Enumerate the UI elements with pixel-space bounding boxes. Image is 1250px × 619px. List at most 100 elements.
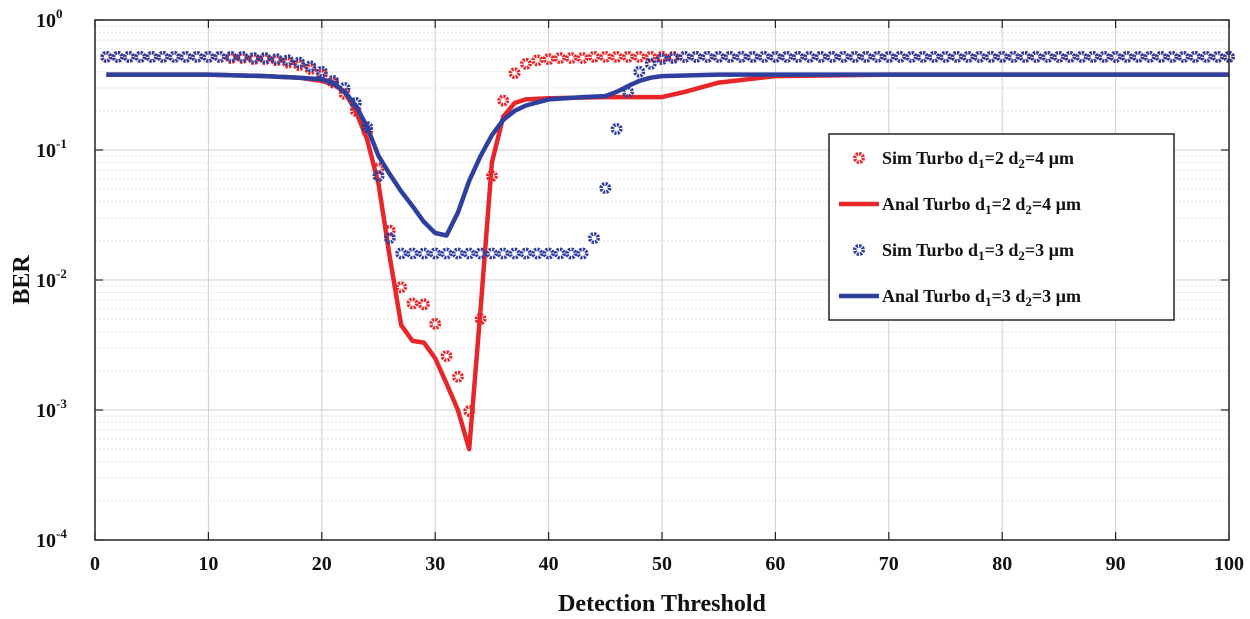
x-tick-label: 10 [198, 553, 218, 575]
data-point [853, 244, 865, 256]
data-point [599, 182, 612, 194]
axis-labels: 0 10 20 30 40 50 60 70 80 90 100 100 10-1 10-2 10-3 10-… [36, 6, 1244, 575]
x-tick-label: 80 [992, 553, 1012, 575]
data-point [259, 52, 272, 64]
data-point [372, 170, 385, 183]
data-point [361, 125, 374, 137]
data-point [281, 54, 294, 67]
data-point [1030, 50, 1043, 63]
data-point [588, 50, 600, 63]
data-point [1052, 50, 1065, 63]
data-point [1007, 50, 1020, 63]
data-point [225, 50, 238, 63]
y-tick-label: 100 [36, 6, 63, 32]
data-point [191, 50, 204, 63]
data-point [905, 50, 918, 63]
data-point [1223, 50, 1235, 63]
data-point [1177, 50, 1190, 63]
axis-ticks [94, 19, 1230, 541]
x-tick-label: 100 [1214, 553, 1244, 575]
data-point [429, 247, 442, 260]
series-markers-sim-turbo-d1-3-d2-3-m [100, 50, 1235, 260]
data-point [633, 50, 646, 63]
data-point [247, 52, 260, 64]
data-point [848, 50, 861, 63]
data-point [1132, 50, 1145, 63]
data-point [656, 53, 668, 66]
data-point [928, 50, 941, 63]
x-tick-label: 60 [765, 553, 785, 575]
legend-entry-label: Sim Turbo d1=3 d2=3 µm [882, 240, 1074, 263]
y-tick-label: 10-4 [36, 526, 67, 552]
data-point [826, 50, 839, 63]
data-point [860, 50, 873, 63]
data-point [553, 52, 566, 64]
data-point [304, 63, 317, 75]
data-point [973, 50, 986, 63]
data-point [1155, 50, 1167, 63]
data-point [610, 50, 623, 63]
data-point [372, 162, 385, 175]
data-point [338, 82, 351, 94]
data-point [588, 232, 600, 245]
data-point [361, 121, 374, 134]
data-point [315, 68, 328, 81]
data-point [349, 97, 362, 109]
data-point [746, 50, 759, 63]
x-tick-label: 70 [879, 553, 899, 575]
data-point [542, 53, 555, 66]
data-point [996, 50, 1009, 63]
data-point [304, 60, 317, 73]
data-point [1120, 50, 1133, 63]
data-point [440, 247, 453, 260]
x-axis-title: Detection Threshold [558, 591, 766, 617]
data-point [485, 170, 498, 183]
data-point [758, 50, 771, 63]
y-tick-label: 10-2 [36, 266, 67, 292]
legend-entry-label: Anal Turbo d1=2 d2=4 µm [882, 194, 1081, 217]
data-point [1211, 50, 1224, 63]
data-point [633, 65, 646, 78]
data-point [576, 247, 589, 260]
data-point [916, 50, 929, 63]
data-point [111, 50, 124, 63]
legend-marker-sample [853, 244, 865, 256]
data-point [134, 50, 147, 63]
data-point [531, 54, 544, 67]
data-point [474, 313, 487, 326]
data-point [837, 50, 850, 63]
x-tick-label: 40 [539, 553, 559, 575]
data-point [383, 224, 396, 237]
data-point [508, 247, 521, 260]
data-point [678, 50, 691, 63]
data-point [565, 247, 578, 260]
x-tick-label: 30 [425, 553, 445, 575]
data-point [145, 50, 158, 63]
data-point [463, 247, 476, 260]
data-point [519, 57, 532, 70]
data-point [1075, 50, 1088, 63]
data-point [882, 50, 895, 63]
data-point [1098, 50, 1111, 63]
data-point [644, 50, 657, 63]
data-point [236, 50, 249, 63]
data-point [293, 56, 306, 69]
data-point [853, 152, 865, 164]
series-line-anal-turbo-d1-3-d2-3-m [106, 72, 1229, 238]
data-point [769, 50, 782, 63]
data-point [950, 50, 963, 63]
data-point [542, 247, 555, 260]
legend: Sim Turbo d1=2 d2=4 µm Anal Turbo d1=2 d2… [828, 133, 1175, 321]
data-point [100, 50, 113, 63]
x-tick-label: 0 [90, 553, 100, 575]
data-point [814, 50, 827, 63]
legend-entry-label: Sim Turbo d1=2 d2=4 µm [882, 148, 1074, 171]
plot-series [100, 50, 1235, 452]
data-point [1189, 50, 1201, 63]
data-point [157, 50, 169, 63]
data-point [576, 52, 589, 64]
data-point [451, 247, 464, 260]
data-point [565, 52, 578, 64]
data-point [168, 50, 181, 63]
data-point [497, 247, 510, 260]
